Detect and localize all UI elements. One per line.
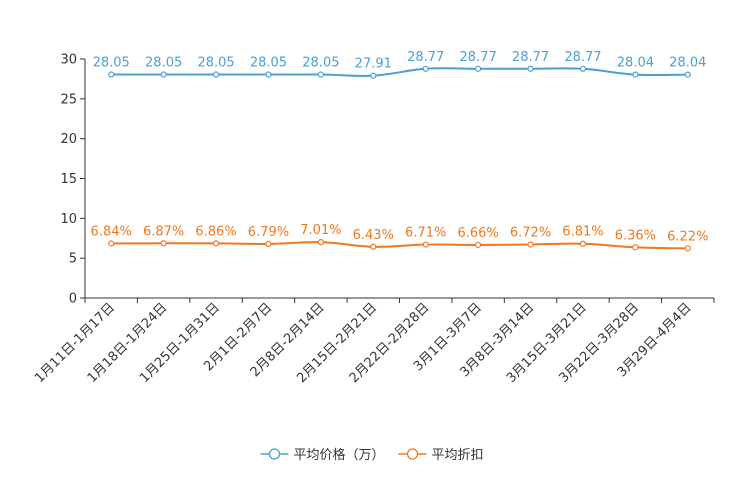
data-label: 28.04 [617,56,654,71]
data-point [527,241,534,248]
data-point [317,239,324,246]
chart-axes: 0510152025301月11日-1月17日1月18日-1月24日1月25日-… [32,53,715,386]
legend-marker-icon [406,448,419,460]
data-point [317,71,324,78]
series-2: 6.84% 6.87% 6.86% 6.79% 7.01% 6.43% 6.71% 6.66%… [91,223,708,252]
data-point [579,240,587,247]
data-label: 6.79% [248,225,289,240]
data-point [370,243,377,250]
y-tick-label: 20 [60,132,77,147]
data-label: 28.05 [145,56,182,71]
data-label: 6.84% [91,225,132,240]
data-point [579,65,587,72]
data-point [370,72,377,79]
data-label: 7.01% [300,223,341,238]
data-point [422,241,429,248]
y-tick-label: 25 [60,92,77,107]
legend-marker-icon [268,448,281,460]
y-tick-label: 0 [69,292,77,307]
data-point [108,240,115,247]
data-label: 6.36% [615,228,656,243]
legend-item[interactable]: 平均价格（万） [260,447,385,463]
data-point [160,71,167,78]
data-label: 27.91 [355,57,392,72]
data-point [527,65,534,72]
data-point [108,71,115,78]
data-point [684,245,691,252]
series-line [111,241,688,250]
data-point [632,71,639,78]
data-label: 6.71% [405,226,446,241]
series-layer: 28.05 28.05 28.05 28.05 28.05 27.91 28.77 28.77… [91,50,708,252]
y-tick-label: 15 [60,172,77,187]
series-1: 28.05 28.05 28.05 28.05 28.05 27.91 28.77 28.77… [93,50,706,79]
data-point [632,244,639,251]
data-label: 6.72% [510,225,551,240]
data-point [265,240,272,248]
data-label: 6.66% [457,226,498,241]
data-point [212,71,220,78]
data-label: 28.77 [512,50,549,65]
y-tick-label: 5 [69,252,77,267]
data-point [475,65,482,72]
series-line [111,67,688,77]
data-label: 6.81% [562,225,603,240]
data-label: 28.05 [302,56,339,71]
data-label: 28.04 [669,56,706,71]
data-label: 28.05 [250,56,287,71]
data-point [212,240,220,247]
data-point [265,71,272,78]
data-point [160,240,167,247]
data-point [475,241,482,249]
data-point [422,65,429,72]
data-label: 6.86% [195,224,236,239]
legend-item[interactable]: 平均折扣 [398,448,484,463]
data-label: 28.77 [460,50,497,65]
data-label: 28.05 [93,56,130,71]
legend-label: 平均价格（万） [293,447,384,463]
data-label: 6.43% [353,228,394,243]
data-label: 28.05 [197,56,234,71]
data-label: 6.22% [667,229,708,244]
data-point [684,71,691,78]
y-tick-label: 30 [60,53,77,68]
data-label: 6.87% [143,224,184,239]
data-label: 28.77 [407,50,444,65]
legend-label: 平均折扣 [432,448,484,463]
data-label: 28.77 [564,50,601,65]
y-tick-label: 10 [60,212,77,227]
chart-legend[interactable]: 平均价格（万） 平均折扣 [260,447,484,463]
